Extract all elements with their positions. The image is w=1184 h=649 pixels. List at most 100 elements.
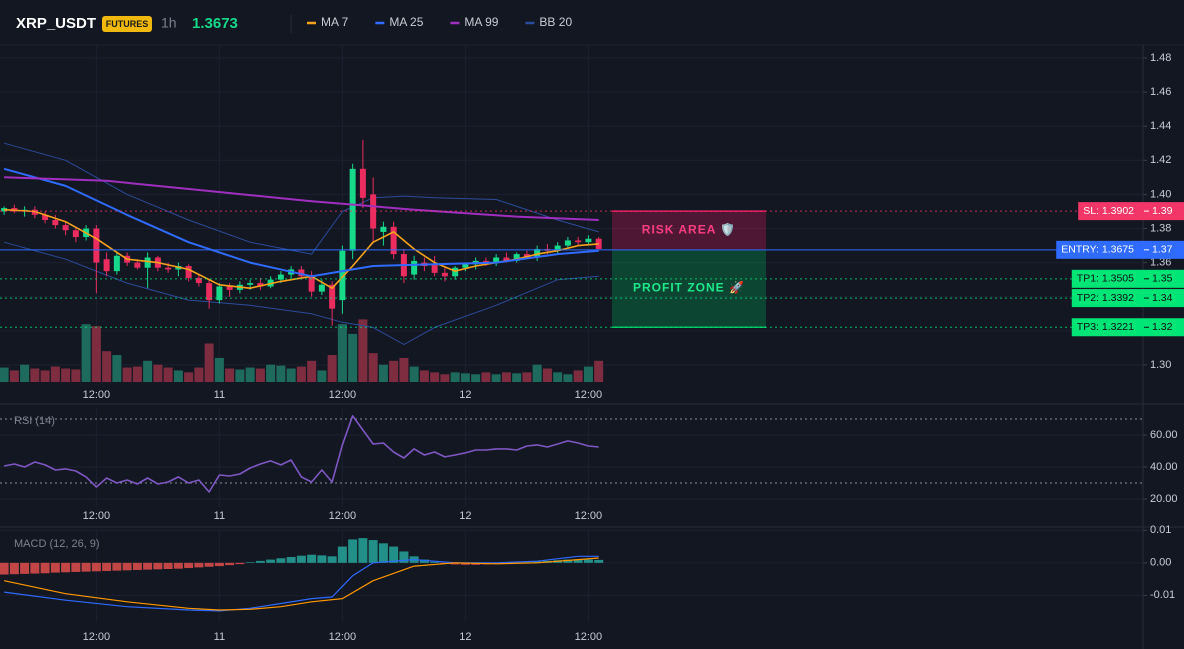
volume-bar bbox=[573, 370, 583, 382]
candle-body bbox=[298, 269, 305, 277]
y-tick-label: 1.46 bbox=[1150, 86, 1171, 98]
volume-bar bbox=[460, 373, 470, 382]
symbol: XRP_USDT bbox=[16, 15, 96, 32]
x-tick-label: 12 bbox=[459, 631, 471, 643]
bb-upper bbox=[3, 142, 599, 255]
histogram-bar bbox=[296, 555, 306, 563]
x-tick-label: 11 bbox=[214, 631, 225, 643]
candle-body bbox=[359, 168, 366, 198]
candle-body bbox=[339, 250, 346, 301]
volume-bar bbox=[194, 367, 204, 382]
candle-body bbox=[482, 260, 489, 263]
volume-bar bbox=[512, 373, 522, 382]
histogram-bar bbox=[20, 562, 30, 574]
volume-bar bbox=[337, 324, 347, 382]
volume-bar bbox=[440, 374, 450, 382]
volume-bar bbox=[491, 374, 501, 382]
candle-body bbox=[195, 277, 202, 284]
zone-label: RISK AREA 🛡️ bbox=[642, 223, 736, 237]
volume-bar bbox=[122, 367, 132, 382]
candle-body bbox=[411, 260, 418, 275]
histogram-bar bbox=[245, 562, 255, 563]
volume-bar bbox=[317, 370, 327, 382]
volume-bar bbox=[409, 366, 419, 382]
histogram-bar bbox=[358, 538, 368, 563]
candle-body bbox=[206, 283, 213, 301]
volume-bar bbox=[399, 357, 409, 382]
candle-body bbox=[513, 254, 520, 261]
histogram-bar bbox=[40, 562, 50, 574]
histogram-bar bbox=[430, 561, 440, 563]
volume-bar bbox=[225, 368, 235, 382]
candle-body bbox=[308, 276, 315, 292]
candle-body bbox=[462, 264, 469, 268]
x-tick-label: 12:00 bbox=[83, 389, 111, 401]
macd-line bbox=[4, 555, 599, 612]
level-tag bbox=[1071, 289, 1184, 308]
histogram-bar bbox=[225, 562, 235, 566]
volume-bar bbox=[112, 355, 122, 382]
volume-bar bbox=[542, 368, 552, 382]
histogram-bar bbox=[173, 562, 183, 569]
level-tag bbox=[1071, 269, 1184, 288]
y-tick-label: 40.00 bbox=[1150, 461, 1178, 473]
candle-body bbox=[62, 225, 69, 231]
histogram-bar bbox=[214, 562, 224, 567]
volume-bar bbox=[481, 372, 491, 382]
x-tick-label: 12:00 bbox=[83, 631, 111, 643]
candle-body bbox=[575, 240, 582, 243]
y-tick-label: 60.00 bbox=[1150, 429, 1178, 441]
x-tick-label: 12:00 bbox=[575, 389, 603, 401]
volume-bar bbox=[235, 369, 245, 382]
rsi-line bbox=[3, 415, 599, 493]
x-tick-label: 12 bbox=[459, 389, 471, 401]
volume-bar bbox=[91, 326, 101, 382]
y-tick-label: 0.00 bbox=[1150, 557, 1171, 569]
volume-bar bbox=[173, 370, 183, 382]
histogram-bar bbox=[30, 562, 40, 574]
candle-body bbox=[554, 245, 561, 251]
volume-bar bbox=[532, 364, 542, 382]
x-tick-label: 12:00 bbox=[575, 510, 603, 522]
candle-body bbox=[277, 274, 284, 280]
candle-body bbox=[103, 259, 110, 272]
histogram-bar bbox=[204, 562, 214, 567]
x-tick-label: 12:00 bbox=[575, 631, 603, 643]
volume-bar bbox=[450, 372, 460, 382]
candle-body bbox=[534, 248, 541, 258]
candle-body bbox=[93, 228, 100, 263]
volume-bar bbox=[245, 367, 255, 382]
histogram-bar bbox=[143, 562, 153, 570]
histogram-bar bbox=[348, 539, 358, 563]
y-tick-label: 1.40 bbox=[1150, 188, 1171, 200]
histogram-bar bbox=[0, 562, 9, 575]
volume-bar bbox=[184, 372, 194, 382]
level-axis-label: 1.37 bbox=[1152, 244, 1173, 256]
candle-body bbox=[370, 194, 377, 229]
candle-body bbox=[144, 257, 151, 268]
bb-lower bbox=[3, 241, 599, 345]
level-tag bbox=[1078, 202, 1184, 221]
y-tick-label: 0.01 bbox=[1150, 524, 1171, 536]
histogram-bar bbox=[112, 562, 122, 571]
histogram-bar bbox=[153, 562, 163, 570]
volume-bar bbox=[255, 368, 265, 382]
panel-title: MACD (12, 26, 9) bbox=[14, 538, 100, 550]
candle-body bbox=[503, 257, 510, 261]
y-tick-label: 1.42 bbox=[1150, 154, 1171, 166]
badge: FUTURES bbox=[106, 19, 149, 29]
volume-bar bbox=[553, 372, 563, 382]
badge-bg bbox=[102, 16, 152, 32]
histogram-bar bbox=[337, 546, 347, 563]
candle-body bbox=[318, 284, 325, 292]
y-tick-label: 20.00 bbox=[1150, 493, 1178, 505]
candle-body bbox=[431, 264, 438, 273]
volume-bar bbox=[378, 364, 388, 382]
level-label: SL: 1.3902 bbox=[1083, 205, 1134, 217]
candle-body bbox=[329, 284, 336, 309]
histogram-bar bbox=[583, 559, 593, 563]
y-tick-label: 1.48 bbox=[1150, 52, 1171, 64]
candle-body bbox=[134, 262, 141, 268]
volume-bar bbox=[430, 372, 440, 382]
level-axis-label: 1.32 bbox=[1152, 321, 1173, 333]
